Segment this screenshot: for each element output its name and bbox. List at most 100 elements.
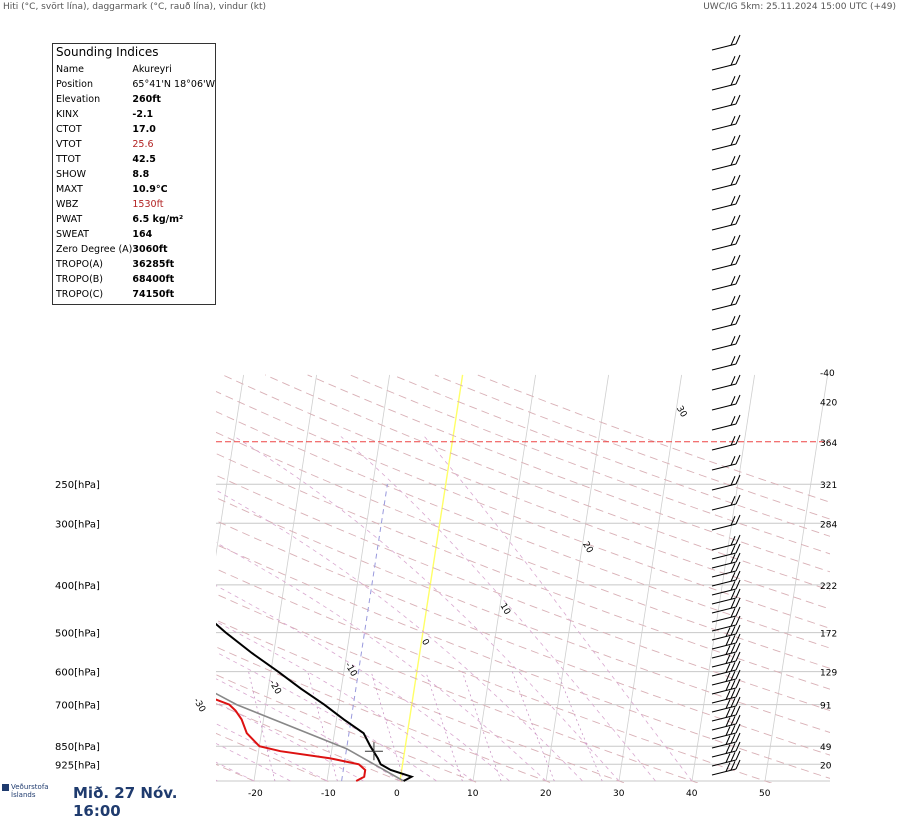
isotherm-line	[108, 375, 171, 781]
mixing-ratio-line	[177, 672, 200, 781]
index-key: TROPO(C)	[56, 287, 132, 302]
index-value: Akureyri	[132, 62, 215, 77]
wind-barb-feather	[736, 255, 740, 264]
moist-adiabat-line	[0, 437, 218, 782]
wind-barb-feather	[736, 661, 740, 670]
wind-barb-feather	[736, 515, 740, 524]
index-key: TROPO(A)	[56, 257, 132, 272]
height-label: 129	[820, 669, 837, 679]
wind-barb-staff	[712, 184, 736, 190]
wind-barb-feather	[736, 315, 740, 324]
isotherm-line	[838, 375, 900, 781]
wind-barb-staff	[712, 524, 736, 530]
wind-barb-feather	[736, 495, 740, 504]
index-key: KINX	[56, 107, 132, 122]
wind-barb-feather	[736, 35, 740, 44]
x-tick-label: 40	[686, 789, 698, 799]
wind-barb-staff	[712, 44, 736, 50]
wind-barb-feather	[736, 335, 740, 344]
wind-barb-feather	[736, 706, 740, 715]
wind-barb-staff	[712, 284, 736, 290]
height-label: 364	[820, 439, 837, 449]
wind-barb-feather	[736, 598, 740, 607]
height-label: 20	[820, 761, 832, 771]
height-label: -40	[820, 369, 835, 379]
wind-barb-staff	[712, 204, 736, 210]
isotherm-line	[327, 375, 390, 781]
x-tick-label: 50	[759, 789, 771, 799]
dry-adiabat-line	[10, 375, 900, 792]
dry-adiabat-line	[95, 375, 900, 792]
dry-adiabat-line	[0, 375, 278, 792]
moist-adiabat-line	[118, 437, 582, 782]
wind-barb-staff	[712, 724, 736, 730]
wind-barb-staff	[712, 769, 736, 775]
index-value: 42.5	[132, 152, 215, 167]
wind-barb-feather	[736, 395, 740, 404]
wind-barb-staff	[712, 706, 736, 712]
forecast-time-stamp: Mið. 27 Nóv. 16:00	[73, 784, 216, 820]
isotherm-line	[473, 375, 536, 781]
index-value: 17.0	[132, 122, 215, 137]
wind-barb-staff	[712, 84, 736, 90]
isotherm-line	[35, 375, 98, 781]
index-value: 36285ft	[132, 257, 215, 272]
diagonal-label: -10	[342, 661, 358, 679]
dry-adiabat-line	[0, 375, 900, 792]
wind-barb-staff	[712, 553, 736, 559]
index-row: Zero Degree (A)3060ft	[56, 242, 215, 257]
isotherm-line	[765, 375, 828, 781]
index-key: SHOW	[56, 167, 132, 182]
diagonal-label: -20	[267, 679, 283, 697]
isotherm-line	[254, 375, 317, 781]
wind-barb-staff	[712, 64, 736, 70]
wind-barb-feather	[736, 562, 740, 571]
wind-barb-feather	[736, 589, 740, 598]
index-row: TROPO(A)36285ft	[56, 257, 215, 272]
x-tick-label: 20	[540, 789, 552, 799]
index-key: Position	[56, 77, 132, 92]
pressure-label: 600[hPa]	[55, 668, 100, 679]
pressure-label: 250[hPa]	[55, 480, 100, 491]
dry-adiabat-line	[308, 375, 900, 792]
wind-barb-staff	[712, 104, 736, 110]
index-value: 74150ft	[132, 287, 215, 302]
wind-barb-feather	[736, 455, 740, 464]
temperature-curve	[14, 375, 411, 781]
dry-adiabat-line	[0, 375, 352, 792]
height-label: 49	[820, 743, 832, 753]
index-value: 1530ft	[132, 197, 215, 212]
isotherm-line	[181, 375, 244, 781]
wind-barb-staff	[712, 598, 736, 604]
wind-barb-feather	[736, 355, 740, 364]
dry-adiabat-line	[350, 375, 900, 792]
index-key: WBZ	[56, 197, 132, 212]
dry-adiabat-line	[0, 375, 871, 792]
wind-barb-feather	[736, 235, 740, 244]
wind-barb-staff	[712, 661, 736, 667]
index-key: TTOT	[56, 152, 132, 167]
wind-barb-feather	[736, 115, 740, 124]
index-value: 68400ft	[132, 272, 215, 287]
index-value: 3060ft	[132, 242, 215, 257]
x-tick-label: 0	[394, 789, 400, 799]
wind-barb-feather	[736, 733, 740, 742]
x-tick-label: -20	[248, 789, 263, 799]
diagonal-label: 30	[674, 404, 689, 419]
x-tick-label: 10	[467, 789, 479, 799]
logo-mark-icon	[2, 784, 9, 791]
wind-barb-staff	[712, 144, 736, 150]
index-value: 6.5 kg/m²	[132, 212, 215, 227]
index-key: CTOT	[56, 122, 132, 137]
x-tick-label: -10	[321, 789, 336, 799]
pressure-label: 300[hPa]	[55, 519, 100, 530]
wind-barb-feather	[736, 155, 740, 164]
wind-barb-staff	[712, 688, 736, 694]
